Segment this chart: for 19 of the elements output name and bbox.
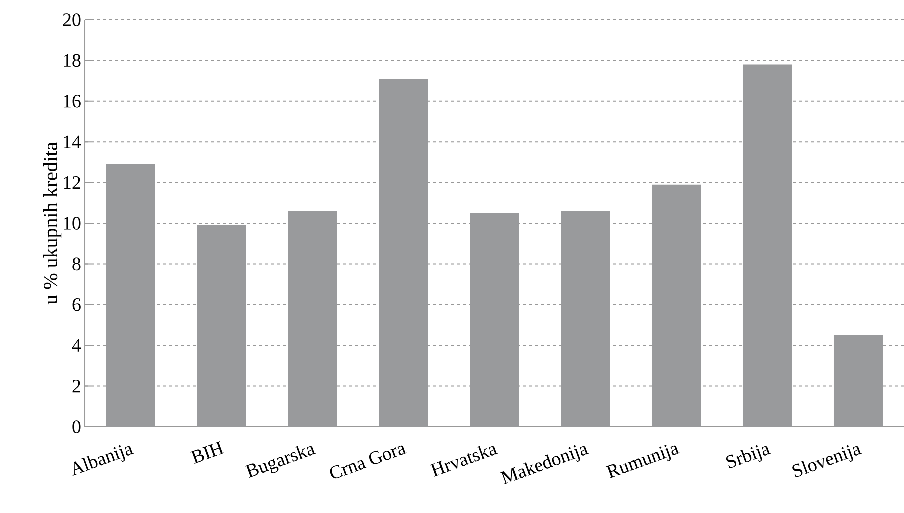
x-tick-label: Hrvatska [430,446,498,477]
y-axis-title: u % ukupnih kredita [43,142,62,305]
y-tick-label: 18 [64,54,81,68]
x-tick-label: Crna Gora [330,446,407,479]
y-tick-label: 10 [64,217,81,230]
y-tick-label: 4 [72,339,82,352]
y-tick-label: 20 [63,14,81,26]
y-tick-label: 14 [64,136,82,148]
x-tick-label: BIH [190,441,224,464]
x-tick-label: Slovenija [792,446,862,478]
y-tick-label: 2 [72,380,80,393]
y-tick-label: 6 [72,298,81,312]
x-tick-label: Bugarska [245,446,316,478]
y-tick-label: 12 [64,176,80,190]
x-tick-label: Albanija [72,446,134,476]
y-tick-label: 8 [72,258,81,271]
y-tick-label: 16 [64,95,81,108]
y-tick-label: 0 [72,420,81,434]
x-tick-label: Srbija [726,446,772,468]
